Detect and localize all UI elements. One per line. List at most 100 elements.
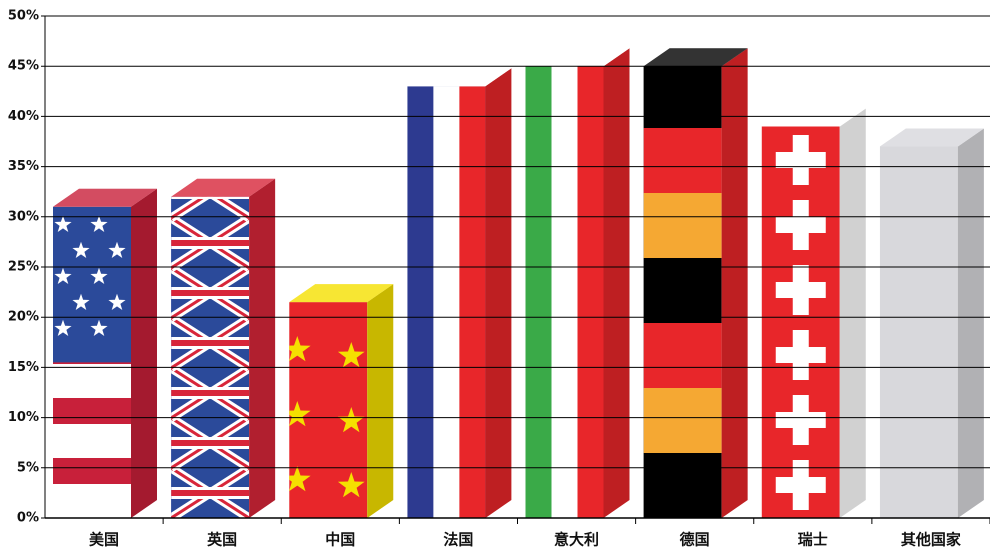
bar-top [171,178,276,197]
x-tick-label: 美国 [89,531,119,549]
flag-part [171,196,250,199]
flag-part [171,390,250,396]
flag-part [213,196,250,220]
flag-part [792,395,809,445]
flag-star [337,407,365,433]
bar-group [761,126,840,518]
flag-part [171,240,250,246]
flag-part [407,86,434,518]
flag-part [792,200,809,250]
bar-top [407,68,512,87]
flag-part [433,86,460,518]
flag-star [108,241,126,258]
flag-part [792,460,809,510]
x-tick-label: 英国 [207,531,237,549]
flag-part [643,66,722,128]
bar-side [957,128,984,518]
flag-part [792,265,809,315]
flag-star [108,293,126,310]
bar-top-shade [643,48,748,67]
bar-top [643,48,748,67]
y-tick-label: 30% [8,209,39,224]
bar-top-shade [761,108,866,127]
flag-part [53,458,131,484]
flag-star [90,319,108,336]
bar-side-shade [367,284,394,518]
y-tick-label: 35% [8,159,39,174]
bar-top [761,108,866,127]
bar-top-shade [289,284,394,303]
x-tick-label: 德国 [680,531,710,549]
bar-group [879,146,958,518]
bar-side [721,48,748,518]
flag-part [53,206,131,363]
flag-part [459,86,486,518]
flag-part [879,146,958,518]
flag-star [337,342,365,368]
y-tick-label: 0% [17,511,39,526]
flag-star [289,401,311,427]
y-tick-label: 15% [8,360,39,375]
flag-part [643,453,722,518]
x-tick-label: 其他国家 [901,531,961,549]
bar-side-shade [249,178,276,518]
flag-star [90,215,108,232]
flag-part [171,340,250,346]
y-tick-label: 20% [8,310,39,325]
flag-part [171,118,249,168]
y-tick-label: 25% [8,260,39,275]
bar-top-shade [879,128,984,147]
flag-part [643,258,722,323]
flag-star [289,466,311,492]
bar-side [603,48,630,518]
flag-part [792,135,809,185]
bar-group [407,86,486,518]
bar-side-shade [131,188,157,518]
flag-part [171,118,249,168]
flag-star [337,472,365,498]
bar-side [367,284,394,518]
flag-part [643,388,722,453]
flag-star [54,319,72,336]
flag-part [171,137,249,149]
flag-star [72,241,90,258]
flag-star [54,267,72,284]
flag-part [577,66,604,518]
bar-side [485,68,512,518]
flag-part [171,140,249,146]
bar-group [289,302,368,518]
y-tick-label: 10% [8,410,39,425]
flag-part [761,126,840,518]
bar-top [53,188,157,207]
x-tick-label: 意大利 [554,531,599,549]
y-tick-label: 40% [8,109,39,124]
bar-side-shade [839,108,866,518]
flag-part [551,66,578,518]
bar-group [171,118,250,518]
flag-part [643,193,722,258]
flag-star [90,267,108,284]
flag-part [643,323,722,388]
flag-part [171,118,249,168]
flag-part [171,196,208,220]
bar-side [131,188,157,518]
bar-group [53,206,131,518]
bar-side [839,108,866,518]
bar-group [643,66,722,518]
flag-part [643,128,722,193]
bar-group [525,66,604,518]
bar-top [879,128,984,147]
bar-top-shade [525,48,630,67]
bar-top [289,284,394,303]
x-tick-label: 法国 [443,531,473,549]
x-tick-label: 瑞士 [798,531,828,549]
bar-side-shade [957,128,984,518]
flag-part [171,118,249,168]
bar-top-shade [171,178,276,197]
y-tick-label: 45% [8,59,39,74]
flag-star [72,293,90,310]
y-tick-label: 50% [8,9,39,24]
bar-side-shade [721,48,748,518]
bar-side-shade [603,48,630,518]
bar-side-shade [485,68,512,518]
